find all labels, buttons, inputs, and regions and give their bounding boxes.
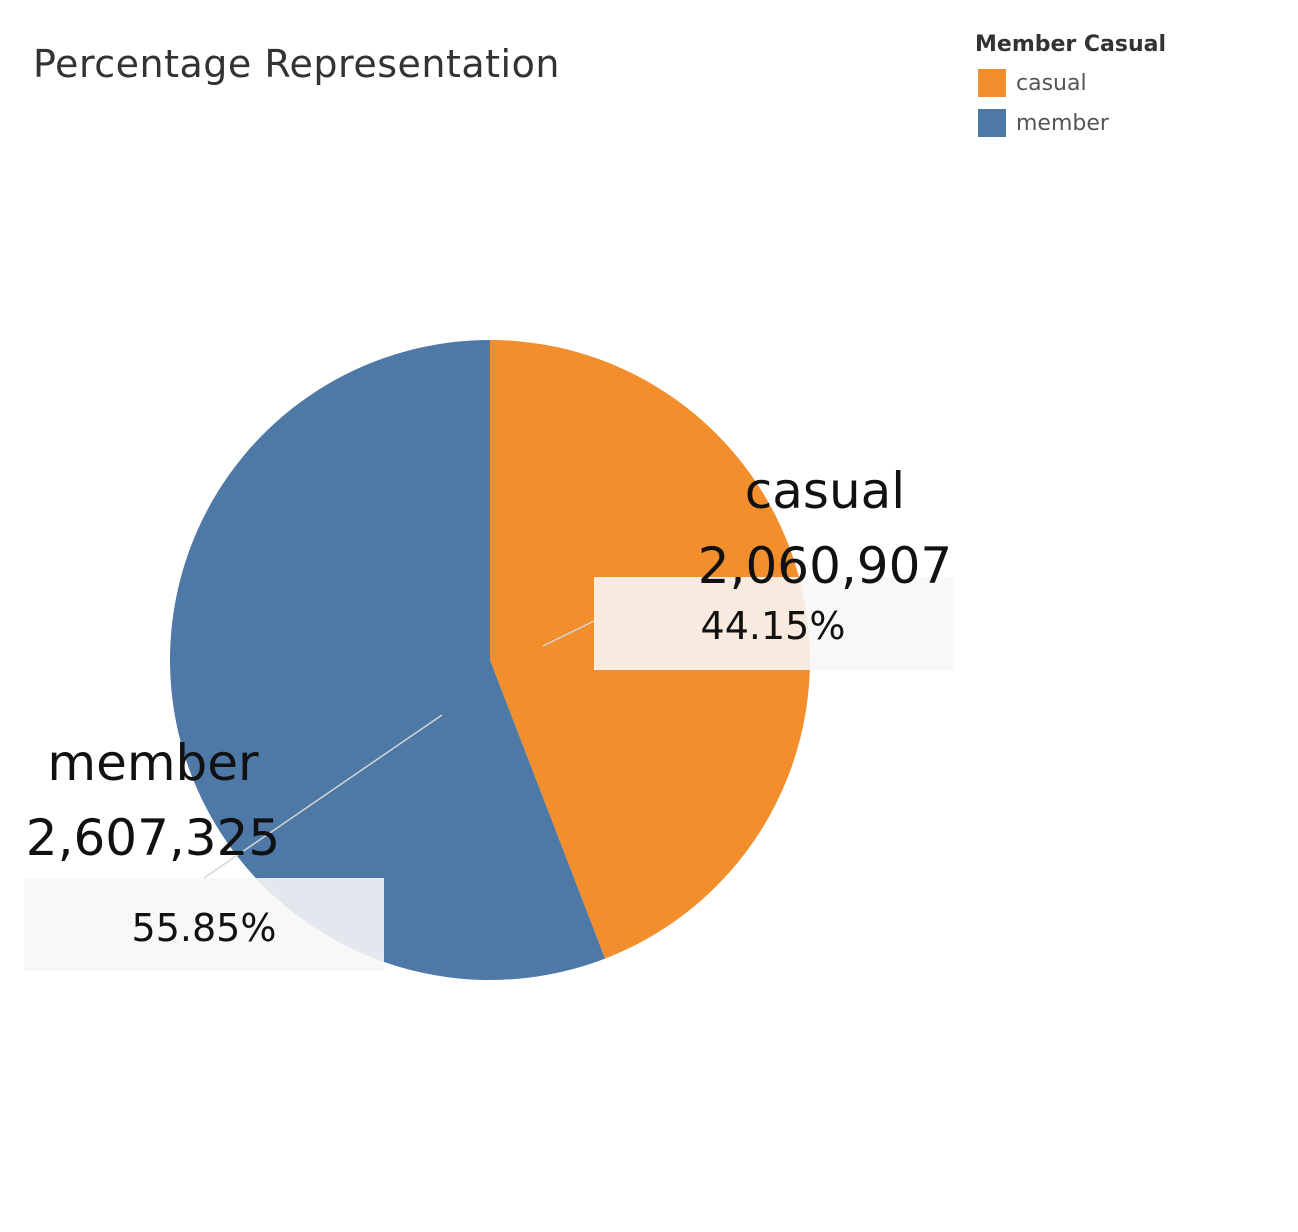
slice-percent-casual: 44.15%	[701, 604, 846, 648]
slice-value-member: 2,607,325	[26, 809, 280, 867]
leader-line-casual	[542, 620, 595, 647]
slice-label-member: member	[47, 734, 259, 792]
legend-item-casual[interactable]: casual	[975, 63, 1275, 103]
legend-title: Member Casual	[975, 32, 1167, 57]
label-box-member	[24, 878, 384, 971]
legend-swatch-member	[978, 109, 1006, 137]
pie-slice-member[interactable]	[169, 340, 606, 980]
label-box-casual	[594, 577, 954, 670]
legend-label-casual: casual	[1016, 70, 1087, 96]
leader-line-member	[203, 714, 443, 879]
slice-percent-member: 55.85%	[132, 906, 277, 950]
chart-title: Percentage Representation	[33, 42, 560, 86]
slice-value-casual: 2,060,907	[698, 537, 952, 595]
legend-label-member: member	[1016, 110, 1109, 136]
legend: Member Casual casual member	[975, 32, 1275, 143]
legend-swatch-casual	[978, 69, 1006, 97]
legend-item-member[interactable]: member	[975, 103, 1275, 143]
slice-label-casual: casual	[745, 462, 905, 520]
